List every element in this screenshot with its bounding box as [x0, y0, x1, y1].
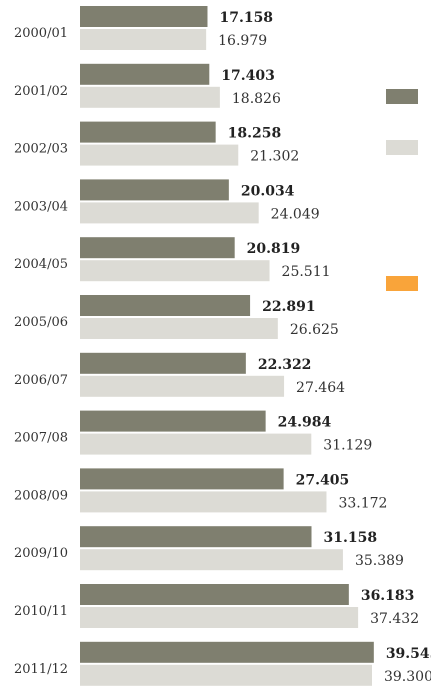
bar-series-2: [80, 318, 278, 339]
legend: [386, 89, 418, 291]
bar-series-2: [80, 491, 327, 513]
value-label-series-2: 27.464: [296, 380, 345, 396]
legend-swatch-2: [386, 140, 418, 155]
bar-series-2: [80, 86, 220, 108]
category-label: 2011/12: [14, 662, 68, 677]
value-label-series-1: 39.545: [386, 646, 431, 662]
bar-series-1: [80, 295, 251, 316]
bar-series-2: [80, 29, 207, 50]
value-label-series-2: 35.389: [355, 553, 404, 569]
bar-series-1: [80, 641, 374, 663]
bar-series-1: [80, 584, 349, 605]
category-label: 2000/01: [14, 26, 68, 41]
value-label-series-1: 31.158: [324, 530, 378, 546]
value-label-series-1: 20.034: [241, 183, 295, 199]
category-label: 2010/11: [14, 604, 68, 619]
value-label-series-2: 39.300: [384, 669, 431, 685]
category-label: 2001/02: [14, 84, 68, 99]
bar-series-1: [80, 121, 216, 143]
value-label-series-2: 33.172: [338, 495, 387, 511]
value-label-series-2: 21.302: [250, 149, 299, 165]
bar-series-1: [80, 237, 235, 259]
bars: [80, 6, 374, 686]
value-label-series-1: 36.183: [361, 588, 415, 604]
legend-swatch-1: [386, 89, 418, 104]
bar-series-2: [80, 433, 312, 455]
bar-series-2: [80, 375, 285, 397]
value-label-series-2: 37.432: [370, 611, 419, 627]
bar-series-2: [80, 607, 359, 628]
category-label: 2007/08: [14, 431, 68, 446]
category-label: 2006/07: [14, 373, 68, 388]
value-label-series-1: 22.322: [258, 357, 312, 373]
bar-series-2: [80, 202, 259, 224]
value-label-series-2: 25.511: [282, 264, 331, 280]
legend-swatch-3: [386, 276, 418, 291]
value-label-series-2: 16.979: [218, 33, 267, 49]
bar-series-1: [80, 410, 266, 432]
value-label-series-1: 24.984: [278, 415, 332, 431]
category-label: 2009/10: [14, 546, 68, 561]
bar-series-2: [80, 144, 239, 166]
category-label: 2003/04: [14, 199, 68, 214]
bar-series-2: [80, 260, 270, 282]
value-label-series-1: 18.258: [228, 126, 282, 142]
bar-series-1: [80, 179, 229, 201]
value-label-series-1: 27.405: [296, 472, 350, 488]
bar-series-1: [80, 526, 312, 548]
category-label: 2005/06: [14, 315, 68, 330]
category-label: 2002/03: [14, 142, 68, 157]
value-label-series-1: 17.403: [221, 68, 275, 84]
value-label-series-2: 26.625: [290, 322, 339, 338]
category-labels: 2000/01 2001/02 2002/03 2003/04 2004/05 2005/…: [14, 26, 68, 677]
category-label: 2004/05: [14, 257, 68, 272]
value-label-series-2: 31.129: [323, 438, 372, 454]
category-label: 2008/09: [14, 488, 68, 503]
value-label-series-1: 17.158: [219, 10, 273, 26]
value-label-series-2: 24.049: [271, 206, 320, 222]
bar-series-2: [80, 664, 372, 686]
bar-series-1: [80, 63, 210, 85]
bar-series-1: [80, 6, 208, 27]
bar-series-2: [80, 549, 343, 571]
value-labels: 17.158 16.979 17.403 18.826 18.258 21.302 20.0…: [218, 10, 431, 685]
value-label-series-1: 20.819: [247, 241, 301, 257]
bar-series-1: [80, 468, 284, 490]
value-label-series-2: 18.826: [232, 91, 281, 107]
bar-series-1: [80, 352, 246, 374]
value-label-series-1: 22.891: [262, 299, 316, 315]
